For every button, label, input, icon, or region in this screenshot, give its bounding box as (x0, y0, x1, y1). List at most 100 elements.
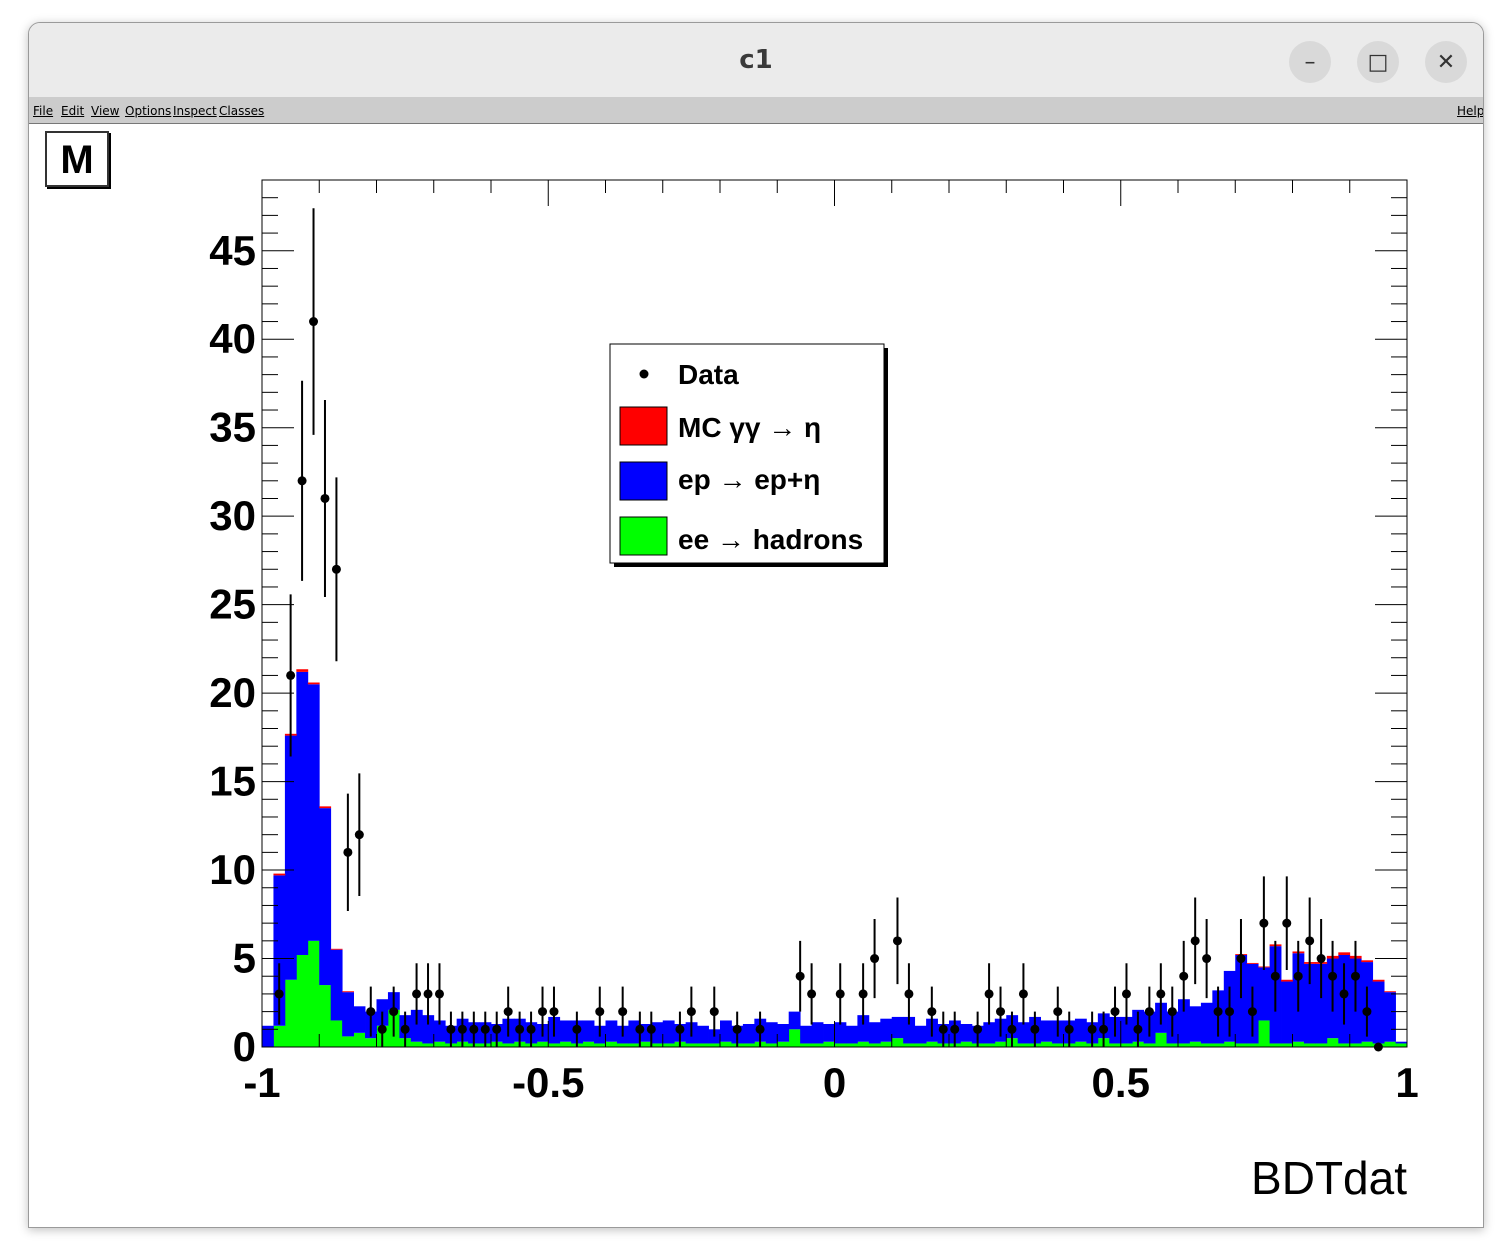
bar-blue (800, 1025, 812, 1044)
bar-green (662, 1043, 675, 1047)
data-point (686, 1007, 696, 1017)
data-point (1121, 989, 1131, 999)
bar-green (1040, 1041, 1053, 1047)
close-button[interactable]: ✕ (1425, 41, 1467, 83)
bar-blue (880, 1018, 893, 1042)
data-point (1270, 971, 1280, 981)
data-point (549, 1007, 559, 1017)
mode-badge[interactable]: M (45, 131, 109, 187)
bar-green (1212, 1043, 1225, 1047)
bar-blue (605, 1020, 618, 1042)
bar-green (616, 1043, 629, 1047)
root-canvas[interactable]: M -1 -0.5 0 0.5 1 0 5 10 15 20 25 30 35 40 45 BDTdat D… (29, 124, 1483, 1227)
data-point (331, 564, 341, 574)
menu-edit[interactable]: Edit (61, 104, 85, 118)
bar-blue (1017, 1022, 1030, 1044)
data-point (412, 989, 422, 999)
bar-blue (742, 1023, 755, 1044)
bar-green (891, 1038, 904, 1047)
bar-green (1052, 1043, 1064, 1047)
bar-red (296, 669, 309, 672)
bar-green (777, 1041, 790, 1047)
bar-green (1200, 1043, 1213, 1047)
bar-blue (410, 1009, 423, 1042)
bar-green (284, 979, 297, 1047)
bar-blue (662, 1020, 675, 1044)
data-point (1339, 989, 1349, 999)
data-point (457, 1024, 467, 1034)
data-point (1087, 1024, 1097, 1034)
title-bar[interactable]: c1 – □ ✕ (29, 23, 1483, 98)
data-point (1236, 954, 1246, 964)
bar-green (605, 1041, 618, 1047)
legend-ee-label: ee → hadrons (678, 524, 863, 555)
menu-help[interactable]: Help (1457, 104, 1484, 118)
data-point (1282, 918, 1292, 928)
bar-green (1269, 1043, 1282, 1047)
menu-options[interactable]: Options (125, 104, 172, 118)
bar-green (926, 1041, 938, 1047)
data-point (732, 1024, 742, 1034)
bar-green (1258, 1020, 1270, 1047)
bar-red (1384, 991, 1396, 993)
data-point (635, 1024, 645, 1034)
data-point (309, 317, 319, 327)
bar-green (1120, 1043, 1133, 1047)
data-point (595, 1007, 605, 1017)
bar-green (1338, 1043, 1351, 1047)
data-point (709, 1007, 719, 1017)
bar-blue (1120, 1016, 1133, 1044)
bar-green (1155, 1032, 1167, 1047)
y-tick-label: 25 (209, 581, 256, 628)
maximize-button[interactable]: □ (1357, 41, 1399, 83)
bar-green (1292, 1041, 1305, 1047)
bar-blue (868, 1022, 881, 1044)
bar-green (834, 1043, 847, 1047)
data-point (618, 1007, 628, 1017)
window-title: c1 (739, 45, 773, 75)
data-point (835, 989, 845, 999)
bar-green (319, 985, 332, 1047)
x-tick-label: -1 (243, 1059, 280, 1106)
bar-blue (903, 1016, 916, 1044)
maximize-icon: □ (1367, 49, 1389, 75)
data-point (434, 989, 444, 999)
bar-green (582, 1041, 595, 1047)
data-point (538, 1007, 548, 1017)
bar-green (1178, 1043, 1190, 1047)
bar-blue (811, 1022, 824, 1044)
bar-blue (262, 1025, 274, 1047)
menu-inspect[interactable]: Inspect (173, 104, 217, 118)
data-point (1007, 1024, 1017, 1034)
data-point (526, 1024, 536, 1034)
menu-file[interactable]: File (33, 104, 54, 118)
legend-ep-label: ep → ep+η (678, 464, 820, 495)
legend-mc-swatch (619, 406, 668, 446)
bar-blue (1189, 1006, 1202, 1042)
bar-green (433, 1041, 446, 1047)
data-point (1156, 989, 1166, 999)
data-point (343, 847, 353, 857)
data-point (938, 1024, 948, 1034)
minimize-button[interactable]: – (1289, 41, 1331, 83)
data-point (1293, 971, 1303, 981)
bar-green (342, 1036, 354, 1047)
bar-blue (330, 949, 343, 1021)
bar-red (342, 991, 354, 993)
bar-green (800, 1043, 812, 1047)
bar-blue (857, 1015, 870, 1042)
legend-data-label: Data (678, 359, 739, 390)
data-point (755, 1024, 765, 1034)
bar-blue (1372, 981, 1385, 1044)
bar-green (1361, 1041, 1374, 1047)
menu-view[interactable]: View (91, 104, 120, 118)
menu-classes[interactable]: Classes (219, 104, 265, 118)
bar-green (1017, 1043, 1030, 1047)
bar-green (1315, 1043, 1328, 1047)
bar-blue (307, 684, 320, 941)
x-tick-label: 1 (1395, 1059, 1418, 1106)
bar-blue (1200, 1002, 1213, 1044)
legend-data-marker (639, 369, 649, 379)
data-point (1316, 954, 1326, 964)
